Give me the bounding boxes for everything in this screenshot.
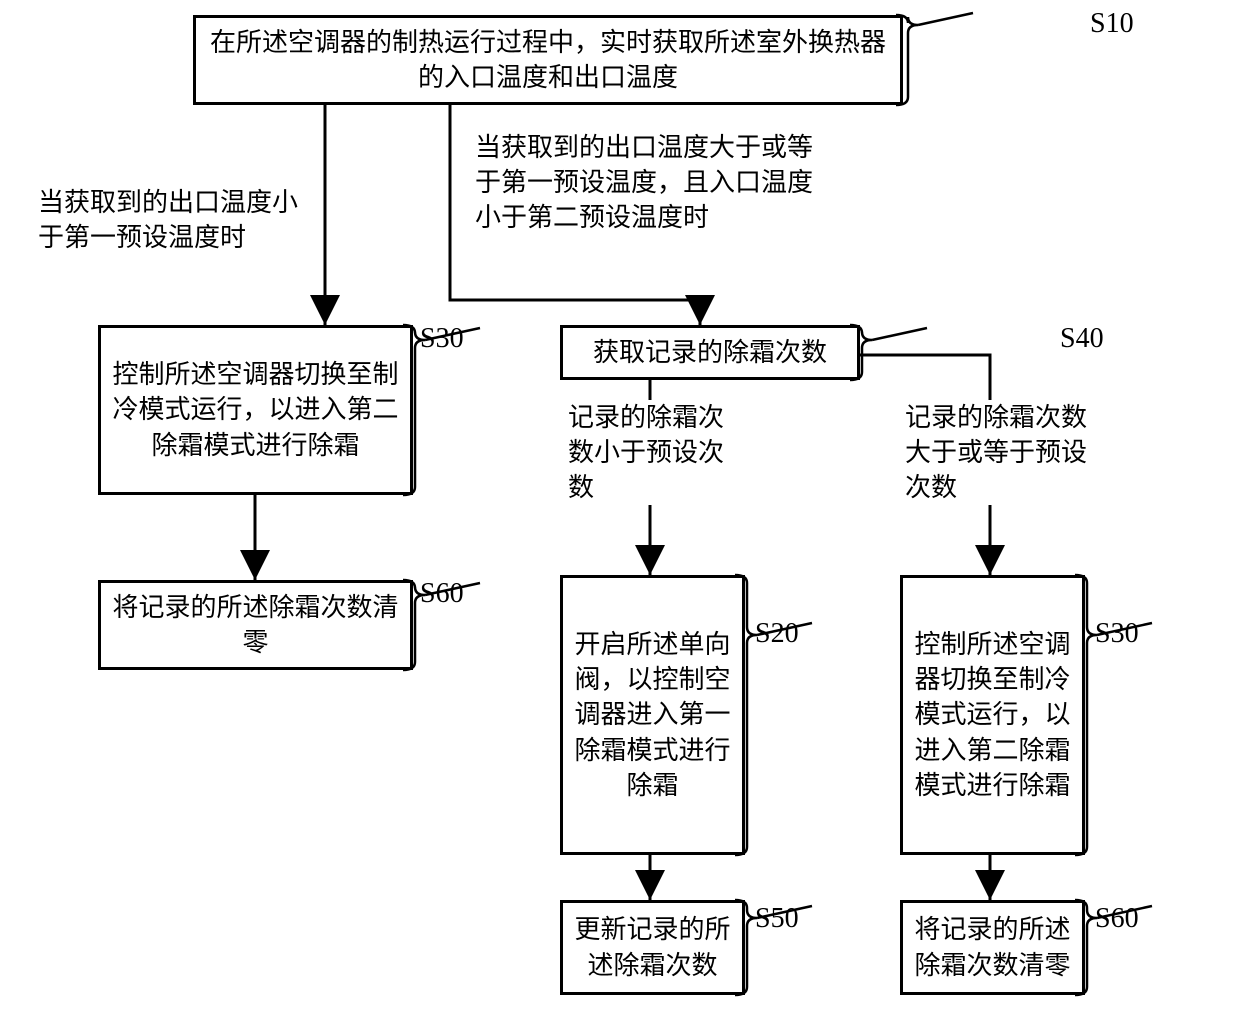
node-s20: 开启所述单向阀，以控制空调器进入第一除霜模式进行除霜: [560, 575, 745, 855]
edge-label-cond-ge: 记录的除霜次数大于或等于预设次数: [905, 400, 1095, 505]
edge-label-text: 当获取到的出口温度小于第一预设温度时: [38, 188, 298, 252]
node-s30b: 控制所述空调器切换至制冷模式运行，以进入第二除霜模式进行除霜: [900, 575, 1085, 855]
edge-label-text: 当获取到的出口温度大于或等于第一预设温度，且入口温度小于第二预设温度时: [475, 133, 813, 232]
node-s60a: 将记录的所述除霜次数清零: [98, 580, 413, 670]
node-text: 更新记录的所述除霜次数: [573, 912, 732, 982]
node-s30a: 控制所述空调器切换至制冷模式运行，以进入第二除霜模式进行除霜: [98, 325, 413, 495]
node-text: 将记录的所述除霜次数清零: [913, 912, 1072, 982]
step-label-s20: S20: [755, 620, 799, 648]
node-text: 将记录的所述除霜次数清零: [111, 590, 400, 660]
node-text: 获取记录的除霜次数: [593, 335, 827, 370]
edge-label-text: 记录的除霜次数小于预设次数: [568, 403, 724, 502]
node-s60b: 将记录的所述除霜次数清零: [900, 900, 1085, 995]
edge-label-cond-right: 当获取到的出口温度大于或等于第一预设温度，且入口温度小于第二预设温度时: [475, 130, 835, 235]
step-label-s40: S40: [1060, 325, 1104, 353]
edge-label-cond-left: 当获取到的出口温度小于第一预设温度时: [38, 185, 298, 255]
step-label-s30b: S30: [1095, 620, 1139, 648]
node-text: 开启所述单向阀，以控制空调器进入第一除霜模式进行除霜: [573, 627, 732, 802]
node-text: 控制所述空调器切换至制冷模式运行，以进入第二除霜模式进行除霜: [111, 357, 400, 462]
node-s10: 在所述空调器的制热运行过程中，实时获取所述室外换热器的入口温度和出口温度: [193, 15, 903, 105]
step-label-s60b: S60: [1095, 905, 1139, 933]
step-label-s10: S10: [1090, 10, 1134, 38]
edge-label-text: 记录的除霜次数大于或等于预设次数: [905, 403, 1087, 502]
node-s40: 获取记录的除霜次数: [560, 325, 860, 380]
edge-label-cond-lt: 记录的除霜次数小于预设次数: [568, 400, 738, 505]
node-text: 在所述空调器的制热运行过程中，实时获取所述室外换热器的入口温度和出口温度: [206, 25, 890, 95]
step-label-s60a: S60: [420, 580, 464, 608]
step-label-s30a: S30: [420, 325, 464, 353]
node-text: 控制所述空调器切换至制冷模式运行，以进入第二除霜模式进行除霜: [913, 627, 1072, 802]
node-s50: 更新记录的所述除霜次数: [560, 900, 745, 995]
step-label-s50: S50: [755, 905, 799, 933]
flowchart-canvas: 在所述空调器的制热运行过程中，实时获取所述室外换热器的入口温度和出口温度 控制所…: [0, 0, 1240, 1012]
